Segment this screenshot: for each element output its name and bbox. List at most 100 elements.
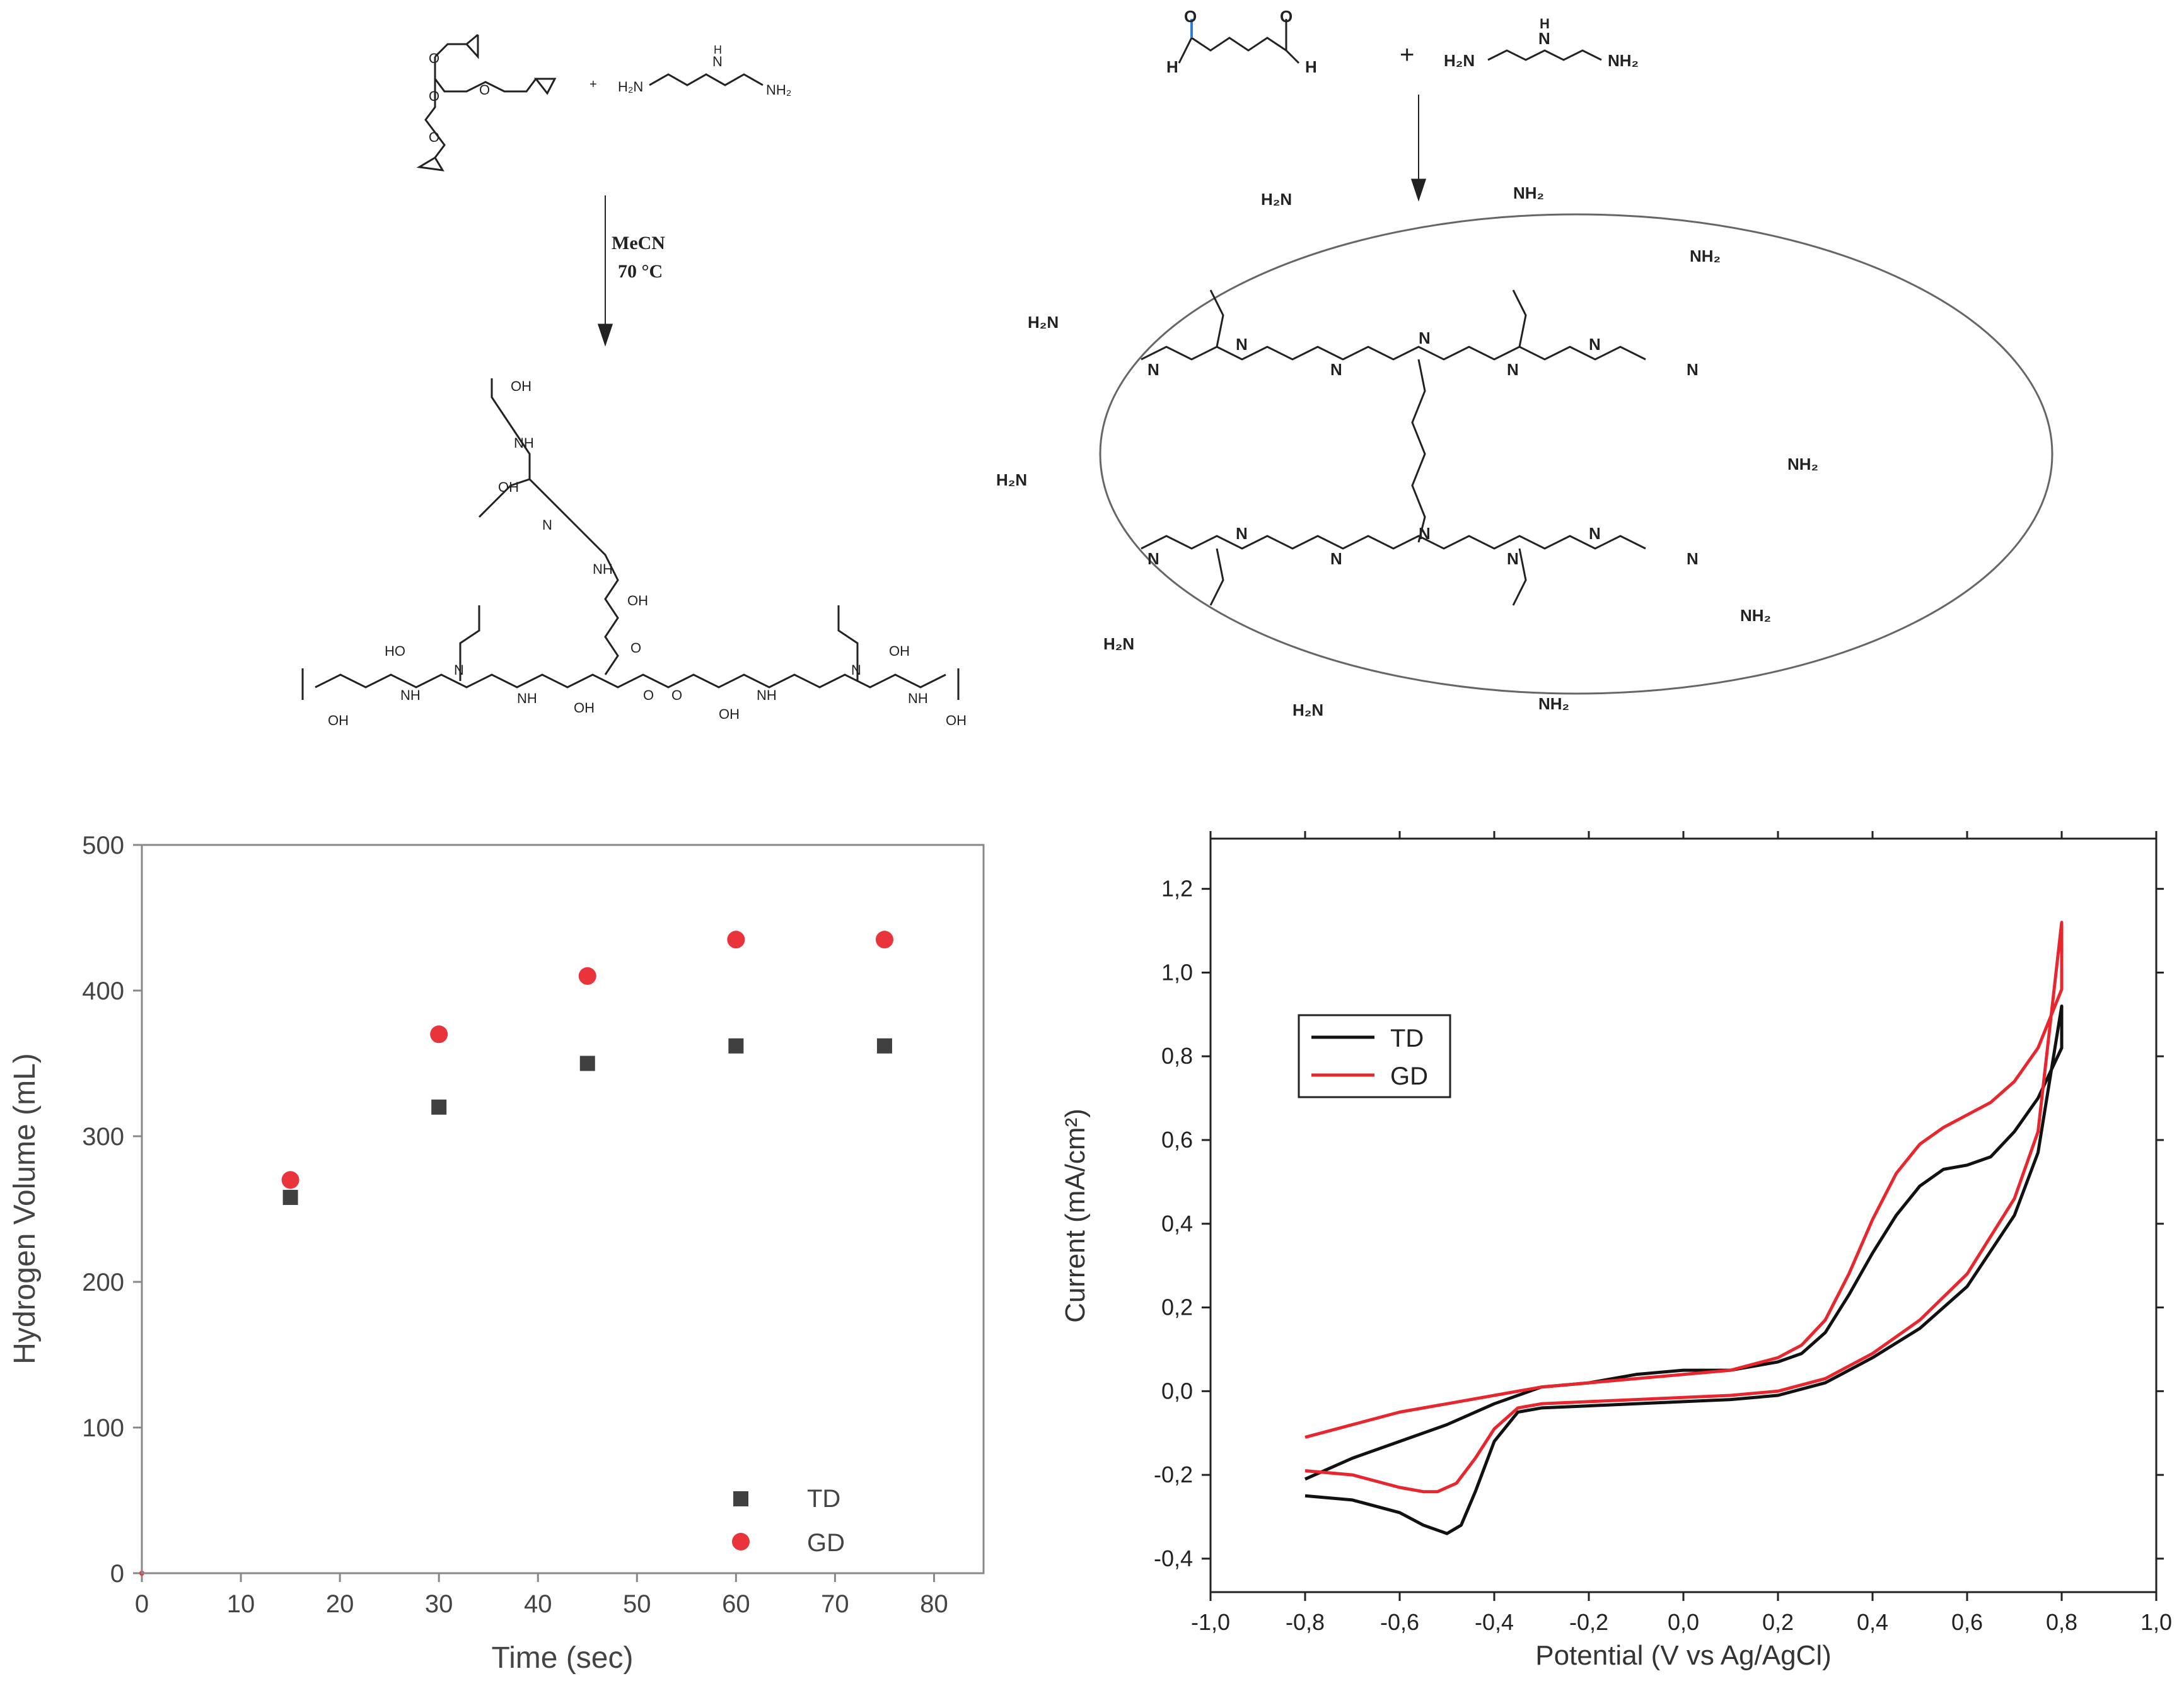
data-point-td — [282, 1190, 298, 1206]
x-tick-label: -0,6 — [1380, 1609, 1419, 1635]
surface-nh2-2: NH₂ — [1690, 247, 1721, 265]
product-nh-5: NH — [757, 687, 777, 703]
product-oh-7: OH — [946, 713, 967, 728]
imine-n-4: N — [1419, 329, 1431, 347]
product-oh-4: OH — [574, 700, 595, 716]
legend-td-marker — [733, 1491, 748, 1506]
x-tick-label: -0,8 — [1286, 1609, 1325, 1635]
surface-nh2-5: NH₂ — [1538, 694, 1569, 713]
legend-gd-label: GD — [807, 1529, 845, 1557]
product-oh-6: OH — [328, 713, 349, 728]
imine-n-3: N — [1330, 360, 1342, 379]
product-ho-left: HO — [385, 643, 405, 659]
epoxy-polymer-scheme: O O O O + H₂N N H NH₂ MeCN 70 °C OH NH O… — [277, 0, 1009, 776]
cv-curve-gd — [1304, 921, 2064, 1494]
plus-sign-right: + — [1400, 41, 1414, 69]
y-tick-label: 1,2 — [1161, 876, 1193, 902]
product-nh-4: NH — [517, 690, 537, 706]
data-point-gd — [578, 967, 596, 985]
imine-n-8: N — [1147, 549, 1159, 568]
product-oh-1: OH — [511, 378, 531, 394]
amine-h-right: H — [1540, 16, 1550, 32]
upper-right-branch — [1512, 289, 1527, 347]
polymer-branch-center-oh — [478, 478, 530, 518]
surface-nh2-3: NH₂ — [1787, 455, 1818, 474]
y-tick-label: 0,4 — [1161, 1211, 1193, 1236]
x-tick-label: 10 — [227, 1590, 255, 1618]
surface-nh2-1: NH₂ — [1513, 183, 1544, 202]
amine-nh-left: N — [712, 54, 723, 69]
imine-n-6: N — [1589, 335, 1601, 354]
x-tick-label: 60 — [722, 1590, 750, 1618]
y-tick-label: 100 — [82, 1414, 124, 1442]
product-nh-1: NH — [514, 435, 534, 451]
condition-temperature: 70 °C — [618, 261, 663, 282]
y-tick-label: 0,6 — [1161, 1127, 1193, 1153]
surface-h2n-3: H₂N — [1103, 634, 1134, 653]
epoxy-scheme-svg: O O O O + H₂N N H NH₂ MeCN 70 °C OH NH O… — [301, 33, 967, 728]
imine-n-5: N — [1507, 360, 1519, 379]
cv-legend-gd-label: GD — [1390, 1062, 1428, 1090]
product-o-1: O — [630, 640, 641, 656]
reagent-o-3: O — [479, 82, 490, 98]
x-tick-label: 1,0 — [2140, 1609, 2172, 1635]
product-o-3: O — [671, 687, 682, 703]
arrowhead-right — [1410, 178, 1427, 202]
amine-chain-right — [1487, 49, 1602, 61]
y-tick-label: 200 — [82, 1269, 124, 1296]
product-nh-3: NH — [400, 687, 421, 703]
x-tick-label: 30 — [425, 1590, 453, 1618]
amine-h2n-right: H₂N — [1444, 51, 1475, 70]
product-oh-5: OH — [719, 706, 740, 722]
upper-imine-chain — [1141, 346, 1646, 361]
x-tick-label: 20 — [326, 1590, 354, 1618]
hydrogen-y-axis-label: Hydrogen Volume (mL) — [8, 1053, 42, 1364]
hydrogen-legend: TD GD — [732, 1485, 845, 1557]
x-tick-label: 80 — [920, 1590, 948, 1618]
cv-chart-svg: -1,0 -0,8 -0,6 -0,4 -0,2 0,0 0,2 0,4 0,6 0,8 1,0 -0… — [1060, 831, 2172, 1671]
polymer-backbone — [315, 673, 946, 689]
imine-n-14: N — [1687, 549, 1699, 568]
cv-legend-td-label: TD — [1390, 1025, 1424, 1052]
y-tick-label: 0,8 — [1161, 1043, 1193, 1069]
reaction-arrowhead — [597, 323, 613, 347]
data-point-td — [876, 1038, 892, 1054]
polymer-branch-left — [459, 605, 480, 681]
aldehyde-h-right: H — [1305, 57, 1317, 76]
product-nh-6: NH — [908, 690, 928, 706]
amine-nh2-right: NH₂ — [1608, 51, 1639, 70]
imine-scheme-svg: H H O O + H₂N N H NH₂ H₂N NH₂ NH₂ NH₂ NH… — [996, 7, 2053, 719]
surface-h2n-5: H₂N — [1028, 313, 1059, 332]
cv-legend: TD GD — [1298, 1014, 1451, 1098]
x-tick-label: 0 — [135, 1590, 149, 1618]
amine-h-left: H — [714, 44, 722, 56]
y-tick-label: 500 — [82, 832, 124, 859]
y-tick-label: 0,2 — [1161, 1294, 1193, 1320]
product-n-1: N — [542, 517, 552, 533]
x-tick-label: 70 — [821, 1590, 849, 1618]
polymer-branch-right — [837, 605, 859, 681]
product-oh-2: OH — [498, 479, 519, 495]
hydrogen-volume-chart: 0 10 20 30 40 50 60 70 80 0 100 200 300 400 500 Time (… — [0, 820, 1009, 1690]
aldehyde-o-left: O — [1184, 7, 1197, 26]
polymer-branch-center — [491, 378, 619, 675]
hydrogen-x-axis-label: Time (sec) — [492, 1641, 634, 1675]
lower-left-branch — [1209, 548, 1224, 606]
imine-nanoparticle-scheme: H H O O + H₂N N H NH₂ H₂N NH₂ NH₂ NH₂ NH… — [984, 0, 2169, 757]
x-tick-label: -1,0 — [1191, 1609, 1230, 1635]
glutaraldehyde-chain — [1178, 36, 1300, 64]
amine-reagent-chain — [649, 73, 764, 86]
reagent-backbone — [434, 57, 537, 93]
x-tick-label: 0,2 — [1762, 1609, 1794, 1635]
x-tick-label: -0,4 — [1475, 1609, 1514, 1635]
imine-n-12: N — [1507, 549, 1519, 568]
surface-h2n-1: H₂N — [1261, 190, 1292, 209]
data-point-gd — [727, 931, 745, 949]
product-o-2: O — [643, 687, 654, 703]
plus-sign-left: + — [590, 78, 597, 91]
epoxide-ring-bottom — [416, 156, 444, 172]
y-tick-label: 400 — [82, 977, 124, 1005]
cv-plot-frame — [1209, 837, 2158, 1593]
data-point-td — [728, 1038, 744, 1054]
amine-nh2-left: NH₂ — [766, 82, 791, 98]
